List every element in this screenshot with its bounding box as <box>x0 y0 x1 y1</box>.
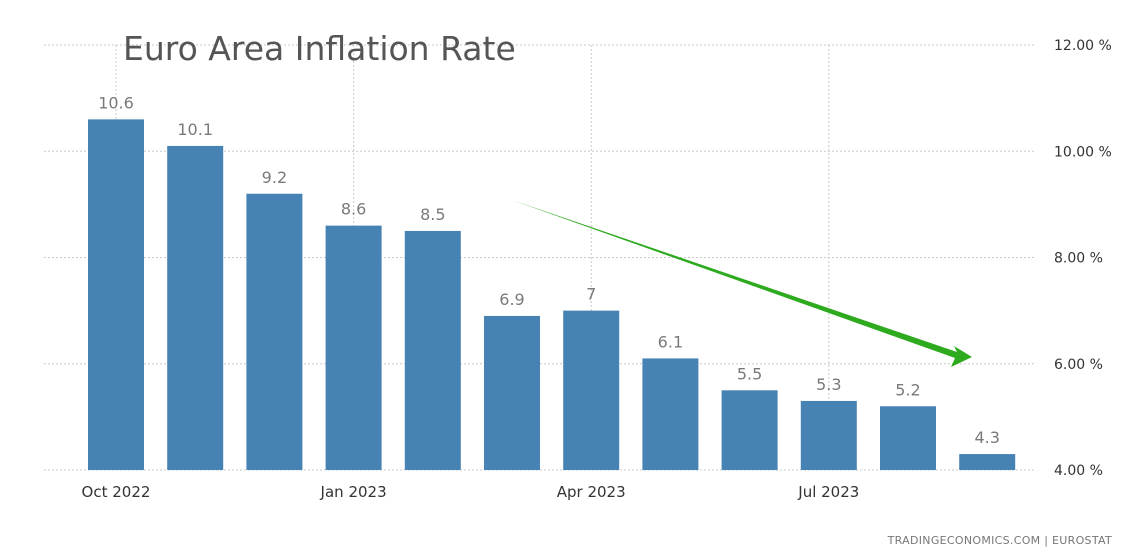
data-label: 5.3 <box>816 375 841 394</box>
data-label: 10.6 <box>98 93 134 112</box>
bar <box>404 230 461 470</box>
bar <box>88 119 144 470</box>
y-tick-label: 12.00 % <box>1054 38 1112 54</box>
x-tick-label: Oct 2022 <box>82 483 151 501</box>
y-tick-label: 8.00 % <box>1054 251 1103 267</box>
data-label: 4.3 <box>974 428 999 447</box>
bar <box>721 390 778 470</box>
data-label: 7 <box>586 285 596 304</box>
y-tick-label: 6.00 % <box>1054 357 1103 373</box>
data-label: 8.6 <box>341 200 366 219</box>
bar <box>563 310 620 470</box>
bar <box>167 145 224 470</box>
data-label: 10.1 <box>177 120 213 139</box>
data-label: 9.2 <box>262 168 287 187</box>
data-label: 6.9 <box>499 290 524 309</box>
data-label: 6.1 <box>658 332 683 351</box>
y-tick-label: 4.00 % <box>1054 463 1103 479</box>
bar <box>959 454 1016 470</box>
bar <box>800 400 857 470</box>
chart-title: Euro Area Inflation Rate <box>123 29 516 68</box>
data-label: 5.2 <box>895 380 920 399</box>
bar <box>880 406 936 470</box>
bar <box>642 358 699 470</box>
y-tick-label: 10.00 % <box>1054 144 1112 160</box>
bar <box>325 225 382 470</box>
source-label: TRADINGECONOMICS.COM | EUROSTAT <box>887 534 1112 547</box>
data-label: 8.5 <box>420 205 445 224</box>
data-label: 5.5 <box>737 364 762 383</box>
bar <box>246 193 303 470</box>
x-tick-label: Apr 2023 <box>557 483 626 501</box>
x-tick-label: Jan 2023 <box>320 483 387 501</box>
x-tick-label: Jul 2023 <box>797 483 859 501</box>
bar <box>484 315 540 470</box>
